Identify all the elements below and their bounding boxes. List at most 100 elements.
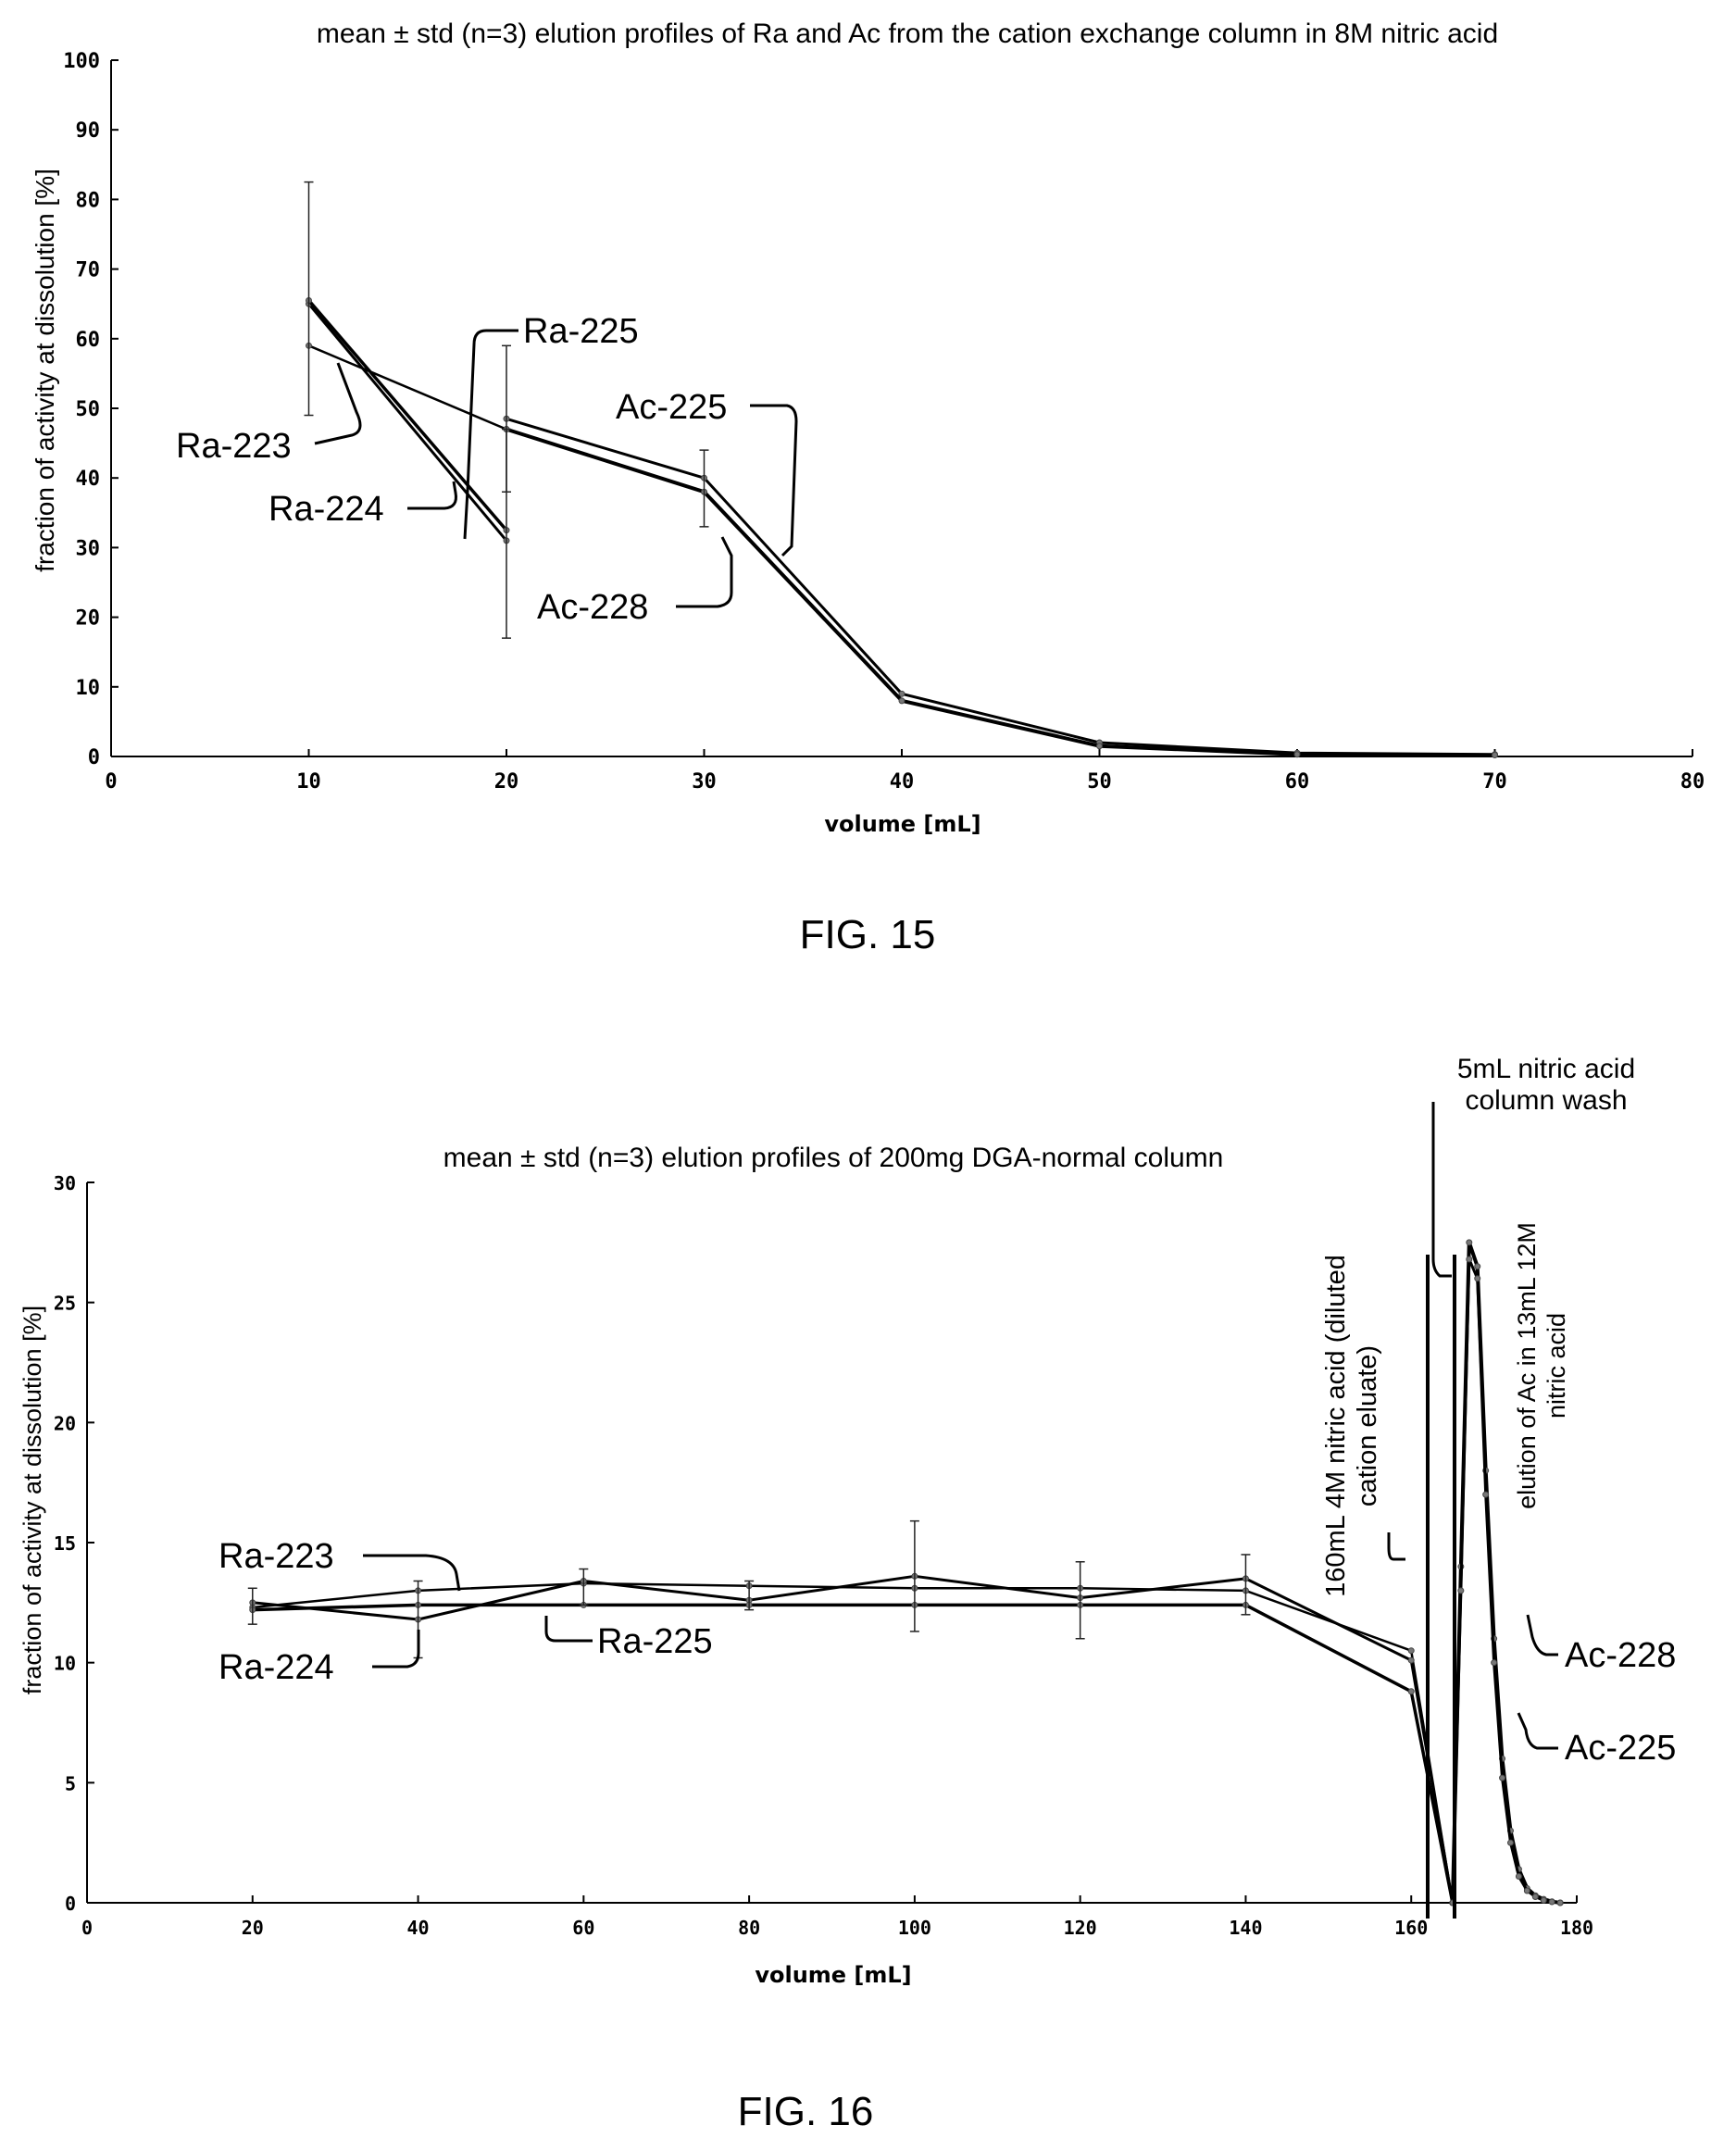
chart-fig16: mean ± std (n=3) elution profiles of 200… — [19, 1054, 1676, 1988]
y-tick-label: 30 — [76, 537, 101, 560]
series-layer — [306, 296, 1498, 758]
leader-ra-224 — [407, 481, 457, 510]
annotation-160ml-line1: 160mL 4M nitric acid (diluted — [1321, 1255, 1351, 1597]
x-axis-label: volume [mL] — [755, 1962, 911, 1988]
x-tick-label: 0 — [105, 770, 117, 794]
data-point-ac-225 — [1523, 1887, 1530, 1894]
leader-ac-225 — [1517, 1712, 1558, 1750]
annotation-ra-225: Ra-225 — [523, 312, 639, 351]
annotation-ac-228: Ac-228 — [537, 588, 648, 627]
annotation-layer — [314, 329, 798, 608]
annotation-elution-line2: nitric acid — [1542, 1313, 1570, 1419]
data-point-ac-225 — [1474, 1275, 1481, 1282]
data-point-ac-225 — [1482, 1491, 1490, 1498]
leader-ra-225 — [463, 329, 518, 540]
x-tick-label: 60 — [572, 1917, 594, 1939]
leader-ra-224 — [372, 1630, 420, 1669]
chart-title: mean ± std (n=3) elution profiles of 200… — [443, 1143, 1224, 1173]
x-tick-label: 40 — [407, 1917, 430, 1939]
y-tick-label: 80 — [76, 189, 101, 212]
data-point-ac-228 — [1466, 1239, 1473, 1246]
figure-caption-15: FIG. 15 — [799, 912, 936, 957]
series-line-ra-224 — [252, 1574, 1455, 1904]
series-line-ac-225 — [506, 417, 1495, 756]
annotation-ra-225: Ra-225 — [597, 1622, 713, 1661]
annotation-ac-225: Ac-225 — [1565, 1729, 1676, 1768]
data-point-ac-228 — [1096, 743, 1103, 750]
data-point-ac-225 — [1506, 1839, 1514, 1846]
data-point-ac-225 — [1457, 1587, 1465, 1594]
x-tick-label: 180 — [1560, 1917, 1593, 1939]
annotation-ra-223: Ra-223 — [219, 1537, 334, 1576]
annotation-5ml-line2: column wash — [1465, 1085, 1627, 1116]
axes: 0 10 20 30 40 50 60 70 80 0 10 20 30 40 50 60 70 80 90 100 — [63, 50, 1705, 794]
x-axis-label: volume [mL] — [824, 811, 980, 837]
x-tick-label: 40 — [890, 770, 915, 794]
x-tick-label: 120 — [1064, 1917, 1097, 1939]
y-tick-label: 15 — [54, 1532, 76, 1555]
y-axis-label: fraction of activity at dissolution [%] — [31, 169, 59, 572]
series-line-ra-223 — [252, 1581, 1455, 1904]
y-tick-label: 50 — [76, 398, 101, 421]
y-tick-label: 10 — [76, 677, 101, 700]
x-tick-label: 50 — [1087, 770, 1112, 794]
data-point-ra-223 — [1407, 1647, 1415, 1655]
annotation-ra-224: Ra-224 — [219, 1648, 334, 1687]
errorbar-layer — [304, 181, 709, 639]
y-axis-label: fraction of activity at dissolution [%] — [19, 1306, 46, 1694]
x-tick-label: 30 — [692, 770, 717, 794]
y-tick-label: 5 — [65, 1772, 76, 1794]
y-tick-label: 90 — [76, 119, 101, 143]
x-tick-label: 60 — [1285, 770, 1310, 794]
data-point-ac-225 — [1491, 1659, 1498, 1667]
x-tick-label: 140 — [1229, 1917, 1262, 1939]
y-tick-label: 0 — [65, 1893, 76, 1915]
data-point-ra-224 — [1407, 1656, 1415, 1664]
leader-ac-228 — [1526, 1614, 1558, 1656]
y-tick-label: 20 — [54, 1412, 76, 1434]
data-point-ra-225 — [1407, 1688, 1415, 1695]
chart-fig15: mean ± std (n=3) elution profiles of Ra … — [31, 19, 1705, 837]
x-tick-label: 80 — [738, 1917, 760, 1939]
x-tick-label: 70 — [1482, 770, 1507, 794]
data-point-ac-225 — [1466, 1256, 1473, 1263]
leader-5ml-wash — [1431, 1102, 1452, 1278]
leader-ra-225 — [544, 1616, 593, 1643]
data-point-ac-228 — [1474, 1263, 1481, 1270]
data-point-ac-225 — [1540, 1896, 1547, 1904]
leader-ac-228 — [676, 536, 733, 608]
annotation-160ml-line2: cation eluate) — [1353, 1345, 1382, 1506]
series-line-ra-225 — [307, 299, 508, 531]
figure-caption-16: FIG. 16 — [737, 2089, 874, 2134]
data-point-ac-228 — [1492, 751, 1498, 758]
data-point-ac-225 — [1499, 1774, 1506, 1781]
data-point-ac-228 — [1293, 751, 1301, 758]
data-point-ac-225 — [1531, 1894, 1539, 1901]
y-tick-label: 25 — [54, 1293, 76, 1315]
chart-title: mean ± std (n=3) elution profiles of Ra … — [317, 19, 1498, 49]
x-tick-label: 10 — [296, 770, 321, 794]
leader-ra-223 — [363, 1554, 461, 1592]
annotation-elution-line1: elution of Ac in 13mL 12M — [1513, 1222, 1541, 1509]
series-line-ac-228 — [506, 427, 1495, 757]
y-tick-label: 30 — [54, 1172, 76, 1194]
y-tick-label: 60 — [76, 329, 101, 352]
y-tick-label: 10 — [54, 1653, 76, 1675]
y-tick-label: 100 — [63, 50, 100, 73]
y-tick-label: 40 — [76, 468, 101, 491]
annotation-5ml-line1: 5mL nitric acid — [1457, 1054, 1635, 1084]
data-point-ac-225 — [1556, 1899, 1564, 1906]
series-line-ra-223 — [308, 344, 507, 431]
series-layer — [249, 1239, 1564, 1906]
annotation-ra-223: Ra-223 — [176, 427, 292, 466]
x-tick-label: 20 — [242, 1917, 264, 1939]
y-tick-label: 0 — [88, 746, 100, 769]
leader-160ml — [1387, 1532, 1405, 1561]
y-tick-label: 20 — [76, 607, 101, 631]
x-tick-label: 20 — [494, 770, 519, 794]
annotation-layer — [363, 1102, 1558, 1750]
x-tick-label: 0 — [81, 1917, 93, 1939]
leader-ac-225 — [750, 404, 798, 557]
annotation-ra-224: Ra-224 — [269, 490, 384, 529]
